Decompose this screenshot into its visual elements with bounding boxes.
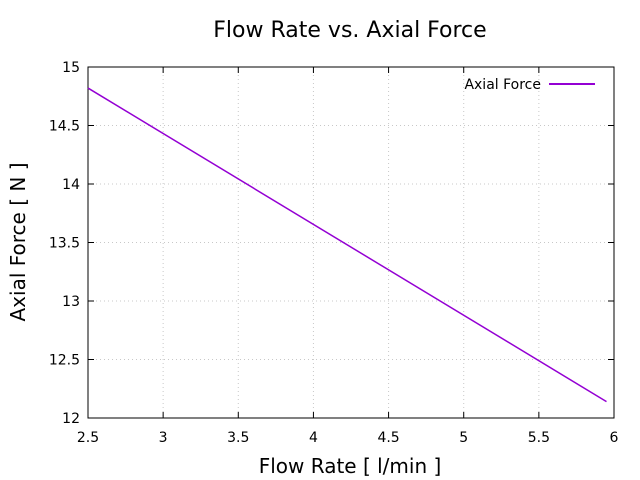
- x-tick-label: 2.5: [77, 430, 99, 446]
- legend: Axial Force: [464, 77, 595, 93]
- y-axis-title: Axial Force [ N ]: [6, 163, 30, 322]
- chart-title: Flow Rate vs. Axial Force: [213, 18, 486, 43]
- x-tick-label: 5.5: [528, 430, 550, 446]
- x-tick-label: 3: [159, 430, 168, 446]
- y-tick-label: 14: [62, 177, 80, 193]
- y-tick-label: 13.5: [49, 236, 80, 252]
- grid: [88, 67, 614, 418]
- plot-frame: [87, 66, 615, 419]
- series-layer: [87, 87, 607, 403]
- y-tick-label: 14.5: [49, 119, 80, 135]
- y-tick-label: 15: [62, 60, 80, 76]
- x-tick-label: 5: [459, 430, 468, 446]
- x-tick-label: 4.5: [377, 430, 399, 446]
- x-tick-label: 3.5: [227, 430, 249, 446]
- x-axis-title: Flow Rate [ l/min ]: [259, 454, 442, 478]
- y-tick-label: 12.5: [49, 353, 80, 369]
- x-tick-label: 4: [309, 430, 318, 446]
- series-line-axial-force: [87, 87, 607, 403]
- y-tick-label: 12: [62, 411, 80, 427]
- x-tick-label: 6: [610, 430, 619, 446]
- y-tick-label: 13: [62, 294, 80, 310]
- axis-ticks: 2.5 3 3.5 4 4.5 5 5.5 6 12 12.5 13 13.5 14 14.5 15: [49, 60, 619, 446]
- legend-label: Axial Force: [464, 77, 541, 93]
